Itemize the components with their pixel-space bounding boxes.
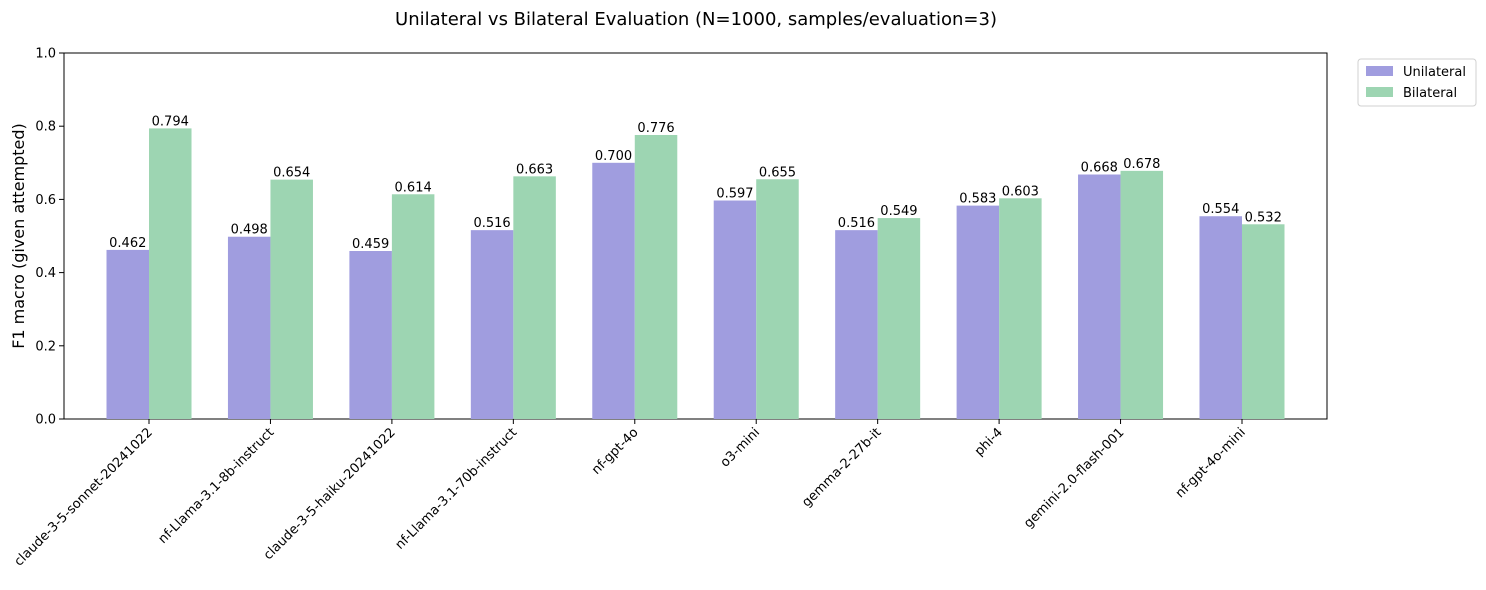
bar-bilateral xyxy=(149,128,192,419)
data-label-bilateral: 0.776 xyxy=(637,121,674,136)
data-label-bilateral: 0.549 xyxy=(880,204,917,219)
x-tick-label: nf-Llama-3.1-70b-instruct xyxy=(393,425,521,553)
bar-bilateral xyxy=(1120,170,1164,419)
data-label-unilateral: 0.516 xyxy=(473,216,510,231)
legend-label-bilateral: Bilateral xyxy=(1403,86,1457,101)
y-tick-label: 0.8 xyxy=(35,120,56,135)
data-label-unilateral: 0.554 xyxy=(1202,202,1239,217)
legend: Unilateral Bilateral xyxy=(1357,58,1477,107)
legend-swatch-bilateral xyxy=(1366,87,1393,97)
bar-unilateral xyxy=(470,230,514,419)
bar-unilateral xyxy=(1199,216,1242,419)
data-label-unilateral: 0.459 xyxy=(352,237,389,252)
bar-bilateral xyxy=(513,176,556,419)
chart-title: Unilateral vs Bilateral Evaluation (N=10… xyxy=(395,9,997,30)
bar-bilateral xyxy=(391,194,435,419)
x-axis: claude-3-5-sonnet-20241022 nf-Llama-3.1-8… xyxy=(12,419,1249,569)
data-label-unilateral: 0.700 xyxy=(595,149,632,164)
y-tick-label: 0.4 xyxy=(35,266,56,281)
data-label-bilateral: 0.654 xyxy=(273,166,310,181)
x-tick-label: nf-gpt-4o-mini xyxy=(1173,425,1249,501)
bar-unilateral xyxy=(956,205,1000,419)
data-label-bilateral: 0.678 xyxy=(1123,157,1160,172)
bar-unilateral xyxy=(1078,174,1121,419)
x-tick-label: claude-3-5-haiku-20241022 xyxy=(261,425,399,563)
x-tick-label: gemini-2.0-flash-001 xyxy=(1021,425,1127,531)
data-label-unilateral: 0.498 xyxy=(231,223,268,238)
x-tick-label: gemma-2-27b-it xyxy=(799,425,884,510)
legend-label-unilateral: Unilateral xyxy=(1403,65,1466,80)
x-tick-label: claude-3-5-sonnet-20241022 xyxy=(12,425,156,569)
data-label-bilateral: 0.655 xyxy=(759,165,796,180)
y-tick-label: 0.0 xyxy=(35,413,56,428)
bar-bilateral xyxy=(1241,224,1285,419)
data-label-bilateral: 0.614 xyxy=(395,180,432,195)
data-label-unilateral: 0.597 xyxy=(716,186,753,201)
bar-unilateral xyxy=(349,251,392,419)
legend-swatch-unilateral xyxy=(1366,66,1393,76)
bar-unilateral xyxy=(227,236,271,419)
x-tick-label: o3-mini xyxy=(718,425,763,470)
data-label-unilateral: 0.583 xyxy=(959,192,996,207)
bar-unilateral xyxy=(592,162,635,420)
bar-unilateral xyxy=(106,249,150,419)
data-label-bilateral: 0.603 xyxy=(1002,184,1039,199)
y-tick-label: 1.0 xyxy=(35,47,56,62)
bar-bilateral xyxy=(756,179,799,419)
data-label-bilateral: 0.663 xyxy=(516,162,553,177)
data-label-bilateral: 0.794 xyxy=(152,114,189,129)
y-tick-label: 0.6 xyxy=(35,193,56,208)
x-tick-label: nf-gpt-4o xyxy=(589,425,642,478)
y-axis: 0.0 0.2 0.4 0.6 0.8 1.0 xyxy=(35,47,64,428)
data-label-unilateral: 0.668 xyxy=(1081,161,1118,176)
x-tick-label: phi-4 xyxy=(972,425,1006,459)
bar-unilateral xyxy=(713,200,757,419)
data-label-unilateral: 0.516 xyxy=(838,216,875,231)
data-label-unilateral: 0.462 xyxy=(109,236,146,251)
plot-area: 0.462 0.498 0.459 0.516 0.700 0.597 0.516 0.583… xyxy=(12,47,1328,569)
y-tick-label: 0.2 xyxy=(35,339,56,354)
bar-bilateral xyxy=(634,134,678,419)
x-tick-label: nf-Llama-3.1-8b-instruct xyxy=(156,425,278,547)
y-axis-label: F1 macro (given attempted) xyxy=(9,123,28,349)
bar-bilateral xyxy=(270,179,313,419)
bar-unilateral xyxy=(835,230,878,419)
bar-bilateral xyxy=(999,198,1042,419)
plot-frame xyxy=(63,52,1328,420)
data-label-bilateral: 0.532 xyxy=(1245,210,1282,225)
bar-bilateral xyxy=(877,218,921,419)
